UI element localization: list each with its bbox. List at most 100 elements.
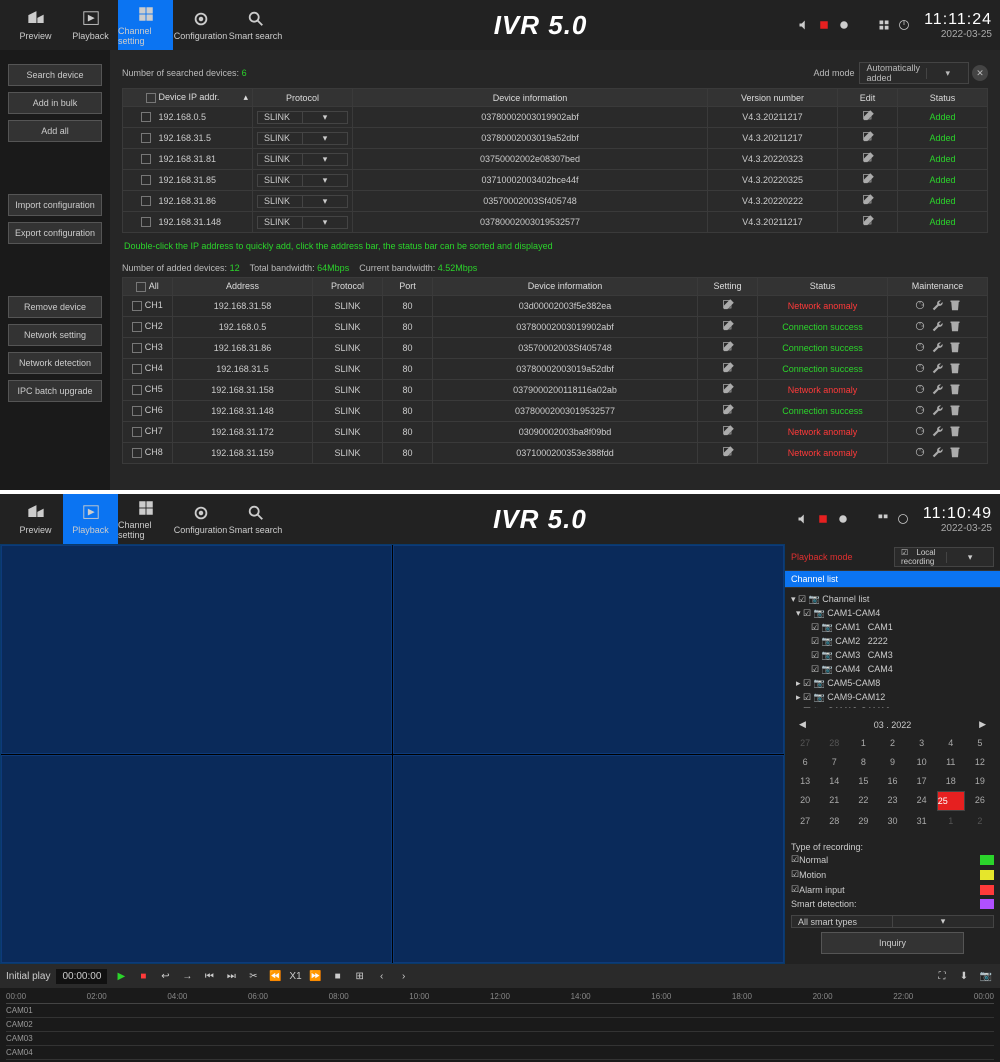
col-version[interactable]: Version number (708, 89, 838, 107)
cal-day[interactable]: 28 (820, 734, 848, 752)
cal-day[interactable]: 4 (937, 734, 965, 752)
export-config-button[interactable]: Export configuration (8, 222, 102, 244)
cal-day[interactable]: 28 (820, 812, 848, 830)
table-row[interactable]: CH4192.168.31.5SLINK8003780002003019a52d… (123, 358, 988, 379)
wrench-icon[interactable] (932, 299, 944, 311)
video-grid[interactable] (0, 544, 785, 964)
cal-day[interactable]: 6 (791, 753, 819, 771)
refresh-icon[interactable] (914, 446, 926, 458)
playback-mode-select[interactable]: ☑ Local recording▾ (894, 547, 994, 567)
cal-day[interactable]: 25 (937, 791, 965, 811)
col-edit[interactable]: Edit (838, 89, 898, 107)
network-detection-button[interactable]: Network detection (8, 352, 102, 374)
cal-day[interactable]: 9 (878, 753, 906, 771)
timeline-track[interactable]: CAM04 (6, 1046, 994, 1060)
cal-prev-icon[interactable]: ◀ (799, 719, 806, 730)
table-row[interactable]: 192.168.31.5SLINK▾03780002003019a52dbfV4… (123, 128, 988, 149)
cloud-icon[interactable] (838, 19, 850, 31)
cal-day[interactable]: 1 (849, 734, 877, 752)
nav-playback[interactable]: Playback (63, 494, 118, 544)
nav-preview[interactable]: Preview (8, 494, 63, 544)
cal-day[interactable]: 3 (908, 734, 936, 752)
edit-icon[interactable] (722, 446, 734, 458)
rec-normal[interactable]: Normal (799, 855, 828, 865)
step-fwd-icon[interactable]: → (179, 968, 195, 984)
download-icon[interactable]: ⬇ (956, 968, 972, 984)
search-device-button[interactable]: Search device (8, 64, 102, 86)
play-icon[interactable]: ▶ (113, 968, 129, 984)
refresh-icon[interactable] (914, 383, 926, 395)
video-cell-4[interactable] (393, 755, 784, 964)
cal-day[interactable]: 26 (966, 791, 994, 811)
cal-day[interactable]: 13 (791, 772, 819, 790)
timeline[interactable]: 00:0002:0004:0006:0008:0010:0012:0014:00… (0, 988, 1000, 1062)
cut-icon[interactable]: ✂ (245, 968, 261, 984)
table-row[interactable]: 192.168.31.85SLINK▾03710002003402bce44fV… (123, 170, 988, 191)
timeline-track[interactable]: CAM02 (6, 1018, 994, 1032)
speed-down-icon[interactable]: ⏪ (267, 968, 283, 984)
cal-day[interactable]: 2 (878, 734, 906, 752)
network-icon[interactable] (857, 513, 869, 525)
cal-day[interactable]: 16 (878, 772, 906, 790)
speaker-icon[interactable] (798, 19, 810, 31)
delete-icon[interactable] (949, 320, 961, 332)
speed-up-icon[interactable]: ⏩ (308, 968, 324, 984)
refresh-icon[interactable] (914, 425, 926, 437)
wrench-icon[interactable] (932, 383, 944, 395)
col-ip[interactable]: Device IP addr. ▴ (123, 89, 253, 107)
nav-configuration[interactable]: Configuration (173, 0, 228, 50)
wrench-icon[interactable] (932, 404, 944, 416)
alarm-icon[interactable] (818, 19, 830, 31)
refresh-icon[interactable] (914, 299, 926, 311)
col-all[interactable]: All (123, 278, 173, 296)
cal-day[interactable]: 11 (937, 753, 965, 771)
inquiry-button[interactable]: Inquiry (821, 932, 964, 954)
table-row[interactable]: CH2192.168.0.5SLINK8003780002003019902ab… (123, 316, 988, 337)
grid-view-icon[interactable]: ⊞ (352, 968, 368, 984)
nav-preview[interactable]: Preview (8, 0, 63, 50)
col-address[interactable]: Address (173, 278, 313, 296)
table-row[interactable]: CH1192.168.31.58SLINK8003d00002003f5e382… (123, 295, 988, 316)
col-info2[interactable]: Device information (433, 278, 698, 296)
layout-icon[interactable] (877, 513, 889, 525)
close-icon[interactable]: ✕ (972, 65, 988, 81)
cal-day[interactable]: 1 (937, 812, 965, 830)
cal-day[interactable]: 18 (937, 772, 965, 790)
wrench-icon[interactable] (932, 425, 944, 437)
col-protocol2[interactable]: Protocol (313, 278, 383, 296)
rec-alarm[interactable]: Alarm input (799, 885, 845, 895)
cal-day[interactable]: 27 (791, 812, 819, 830)
alarm-icon[interactable] (817, 513, 829, 525)
layout-icon[interactable] (878, 19, 890, 31)
cal-day[interactable]: 8 (849, 753, 877, 771)
network-setting-button[interactable]: Network setting (8, 324, 102, 346)
channel-list-header[interactable]: Channel list (785, 571, 1000, 588)
cal-day[interactable]: 19 (966, 772, 994, 790)
table-row[interactable]: CH5192.168.31.158SLINK800379000200118116… (123, 379, 988, 400)
wrench-icon[interactable] (932, 446, 944, 458)
cal-day[interactable]: 29 (849, 812, 877, 830)
timeline-track[interactable]: CAM01 (6, 1004, 994, 1018)
table-row[interactable]: 192.168.31.81SLINK▾03750002002e08307bedV… (123, 149, 988, 170)
cal-day[interactable]: 2 (966, 812, 994, 830)
power-icon[interactable] (897, 513, 909, 525)
col-protocol[interactable]: Protocol (253, 89, 353, 107)
table-row[interactable]: CH8192.168.31.159SLINK800371000200353e38… (123, 442, 988, 463)
snapshot-icon[interactable]: 📷 (978, 968, 994, 984)
nav-playback[interactable]: Playback (63, 0, 118, 50)
cal-day[interactable]: 27 (791, 734, 819, 752)
channel-tree[interactable]: ▾ ☑ 📷 Channel list ▾ ☑ 📷 CAM1-CAM4 ☑ 📷 C… (785, 588, 1000, 708)
nav-smart-search[interactable]: Smart search (228, 0, 283, 50)
power-icon[interactable] (898, 19, 910, 31)
cal-day[interactable]: 21 (820, 791, 848, 811)
table-row[interactable]: 192.168.31.148SLINK▾03780002003019532577… (123, 212, 988, 233)
ipc-batch-upgrade-button[interactable]: IPC batch upgrade (8, 380, 102, 402)
table-row[interactable]: CH7192.168.31.172SLINK8003090002003ba8f0… (123, 421, 988, 442)
edit-icon[interactable] (722, 425, 734, 437)
col-maintenance[interactable]: Maintenance (888, 278, 988, 296)
cal-day[interactable]: 23 (878, 791, 906, 811)
nav-configuration[interactable]: Configuration (173, 494, 228, 544)
cal-day[interactable]: 24 (908, 791, 936, 811)
edit-icon[interactable] (862, 110, 874, 122)
delete-icon[interactable] (949, 299, 961, 311)
